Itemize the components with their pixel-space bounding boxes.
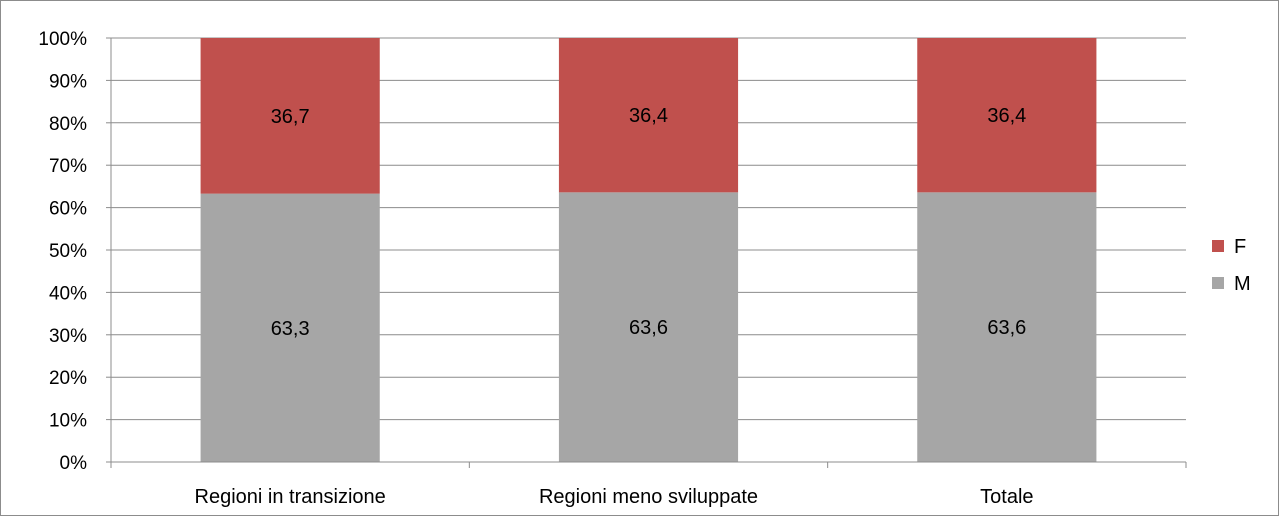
legend-swatch-m (1212, 277, 1224, 289)
data-label: 63,3 (271, 318, 310, 340)
legend-label: F (1234, 236, 1246, 258)
y-tick-label: 100% (38, 29, 87, 50)
y-tick-label: 40% (49, 283, 87, 304)
legend-swatch-f (1212, 240, 1224, 252)
category-label: Regioni meno sviluppate (539, 486, 758, 508)
y-tick-label: 0% (60, 453, 88, 474)
y-tick-label: 80% (49, 114, 87, 135)
bar-segment-f (558, 38, 739, 193)
bar-segment-m (558, 192, 739, 462)
legend-label: M (1234, 273, 1251, 295)
bar-segment-f (200, 38, 380, 194)
bar-segment-m (200, 193, 380, 462)
data-labels: 63,3 36,7 63,6 36,4 63,6 36,4 (271, 105, 1027, 340)
data-label: 36,4 (629, 105, 668, 127)
y-tick-label: 60% (49, 199, 87, 220)
y-tick-label: 50% (49, 241, 87, 262)
y-tick-label: 30% (49, 326, 87, 347)
legend: FM (1212, 236, 1251, 295)
bar-segment-f (917, 38, 1097, 193)
y-tick-label: 90% (49, 71, 87, 92)
bars (200, 38, 1097, 462)
y-tick-label: 70% (49, 156, 87, 177)
data-label: 36,7 (271, 106, 310, 128)
data-label: 63,6 (629, 317, 668, 339)
y-tick-label: 20% (49, 368, 87, 389)
data-label: 36,4 (987, 105, 1026, 127)
category-label: Totale (980, 486, 1033, 508)
bar-segment-m (917, 192, 1097, 462)
y-tick-label: 10% (49, 411, 87, 432)
axes: 0% 10% 20% 30% 40% 50% 60% 70% 80% 90% 100% Regioni… (38, 29, 1187, 508)
data-label: 63,6 (987, 317, 1026, 339)
category-label: Regioni in transizione (195, 486, 386, 508)
